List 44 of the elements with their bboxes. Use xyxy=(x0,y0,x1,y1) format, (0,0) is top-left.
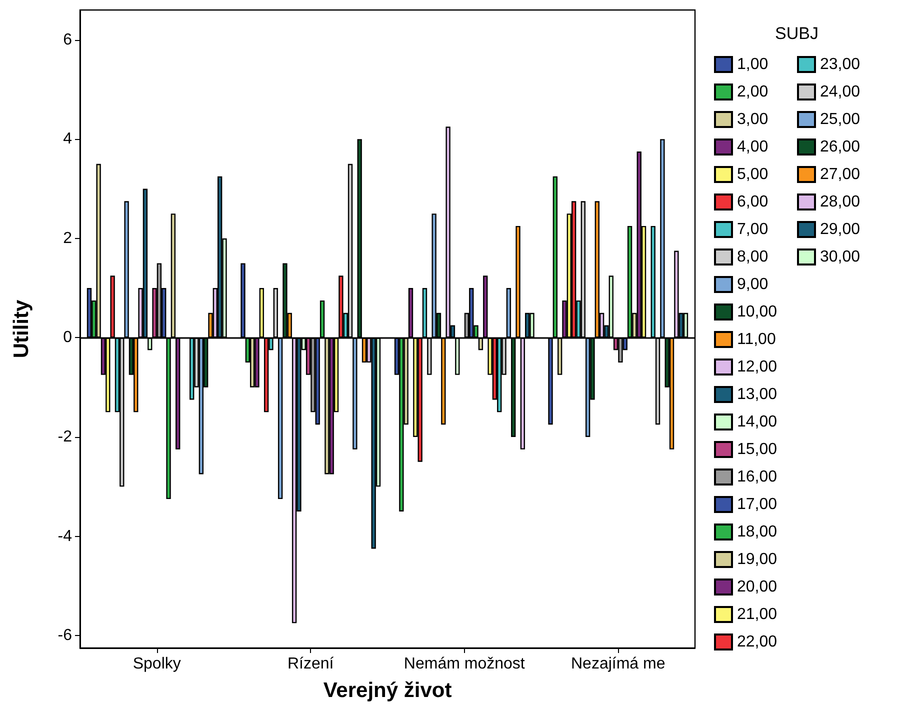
legend-label: 3,00 xyxy=(737,111,768,128)
legend-label: 26,00 xyxy=(820,138,860,156)
legend-label: 11,00 xyxy=(737,331,776,348)
y-tick-label: 2 xyxy=(63,230,72,247)
y-tick-label: 0 xyxy=(63,329,72,346)
legend-label: 13,00 xyxy=(737,386,778,403)
legend-label: 29,00 xyxy=(820,221,860,238)
legend-label: 25,00 xyxy=(820,111,860,128)
legend-label: 7,00 xyxy=(737,221,768,238)
legend-title: SUBJ xyxy=(775,24,818,43)
legend-label: 5,00 xyxy=(737,166,768,183)
y-tick-label: 4 xyxy=(63,130,72,148)
legend-label: 10,00 xyxy=(737,304,778,320)
legend-label: 19,00 xyxy=(737,551,778,568)
x-tick-label: Rízení xyxy=(288,656,334,672)
legend-label: 27,00 xyxy=(820,166,860,183)
x-axis-title: Verejný život xyxy=(323,679,452,702)
legend-label: 8,00 xyxy=(737,248,768,266)
legend-label: 20,00 xyxy=(737,578,778,596)
y-axis-title: Utility xyxy=(10,300,33,358)
legend-label: 15,00 xyxy=(737,441,778,458)
y-tick-label: 6 xyxy=(63,31,72,48)
y-tick-label: -2 xyxy=(58,428,72,446)
legend-label: 14,00 xyxy=(737,414,778,430)
legend-label: 30,00 xyxy=(820,248,860,266)
x-tick-label: Spolky xyxy=(132,656,181,672)
legend-label: 2,00 xyxy=(737,84,768,100)
y-tick-label: -6 xyxy=(58,627,72,644)
x-tick-label: Nemám možnost xyxy=(404,656,526,672)
legend-label: 4,00 xyxy=(737,138,768,156)
legend-label: 6,00 xyxy=(737,194,768,210)
legend-label: 18,00 xyxy=(737,524,778,540)
legend-label: 16,00 xyxy=(737,468,778,486)
legend-label: 17,00 xyxy=(737,496,778,513)
x-tick-label: Nezajímá me xyxy=(571,656,666,672)
y-tick-label: -4 xyxy=(58,528,72,545)
legend-label: 1,00 xyxy=(737,56,768,73)
legend-label: 9,00 xyxy=(737,276,768,293)
legend-label: 12,00 xyxy=(737,358,778,376)
legend-label: 28,00 xyxy=(820,194,860,210)
legend-label: 21,00 xyxy=(737,606,778,623)
legend-label: 23,00 xyxy=(820,56,860,73)
legend-label: 24,00 xyxy=(820,84,860,100)
legend-label: 22,00 xyxy=(737,634,778,650)
